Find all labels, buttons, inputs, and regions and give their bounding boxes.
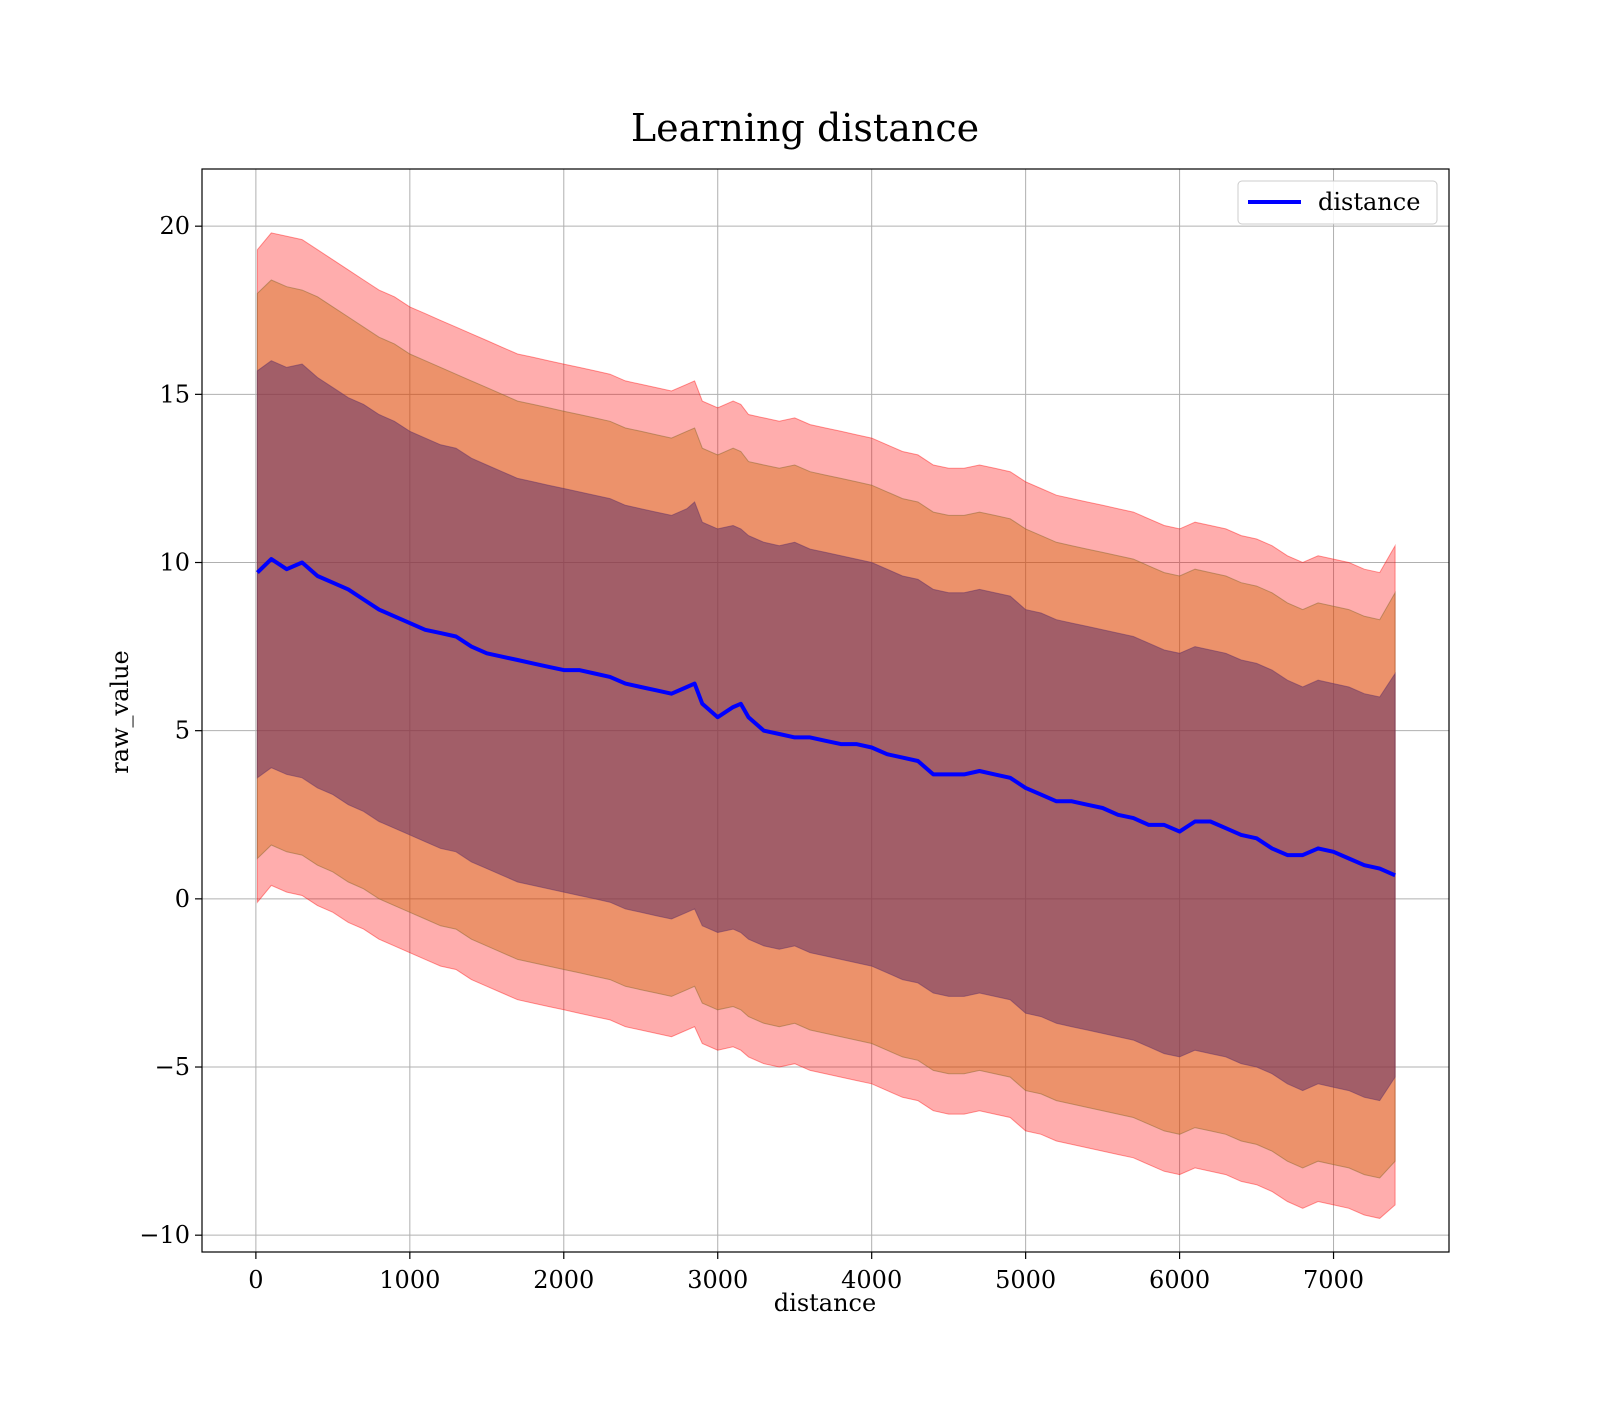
y-tick-label: −10 xyxy=(139,1221,190,1249)
chart-title: Learning distance xyxy=(631,106,979,150)
x-axis-ticks: 0 1000 2000 3000 4000 5000 6000 7000 xyxy=(248,1252,1364,1294)
y-tick-label: 0 xyxy=(175,885,190,913)
x-tick-label: 2000 xyxy=(533,1266,594,1294)
x-tick-label: 4000 xyxy=(841,1266,902,1294)
bands-layer xyxy=(256,232,1396,1219)
x-tick-label: 0 xyxy=(248,1266,263,1294)
plot-frame xyxy=(201,168,1450,1253)
y-tick-label: −5 xyxy=(155,1053,190,1081)
band-inner xyxy=(256,360,1396,1102)
series-layer xyxy=(256,557,1396,878)
y-tick-label: 15 xyxy=(159,380,190,408)
y-axis-ticks: −10 −5 0 5 10 15 20 xyxy=(139,212,202,1249)
y-tick-label: 10 xyxy=(159,549,190,577)
x-tick-label: 3000 xyxy=(687,1266,748,1294)
x-tick-label: 7000 xyxy=(1303,1266,1364,1294)
series-line-distance xyxy=(256,557,1396,878)
x-tick-label: 5000 xyxy=(995,1266,1056,1294)
legend-entry-distance: distance xyxy=(1318,188,1420,216)
y-axis-label: raw_value xyxy=(106,650,134,774)
x-tick-label: 1000 xyxy=(379,1266,440,1294)
legend: distance xyxy=(1237,180,1438,225)
y-tick-label: 5 xyxy=(175,717,190,745)
legend-box xyxy=(1237,180,1438,225)
x-axis-label: distance xyxy=(774,1289,876,1317)
x-tick-label: 6000 xyxy=(1149,1266,1210,1294)
y-tick-label: 20 xyxy=(159,212,190,240)
